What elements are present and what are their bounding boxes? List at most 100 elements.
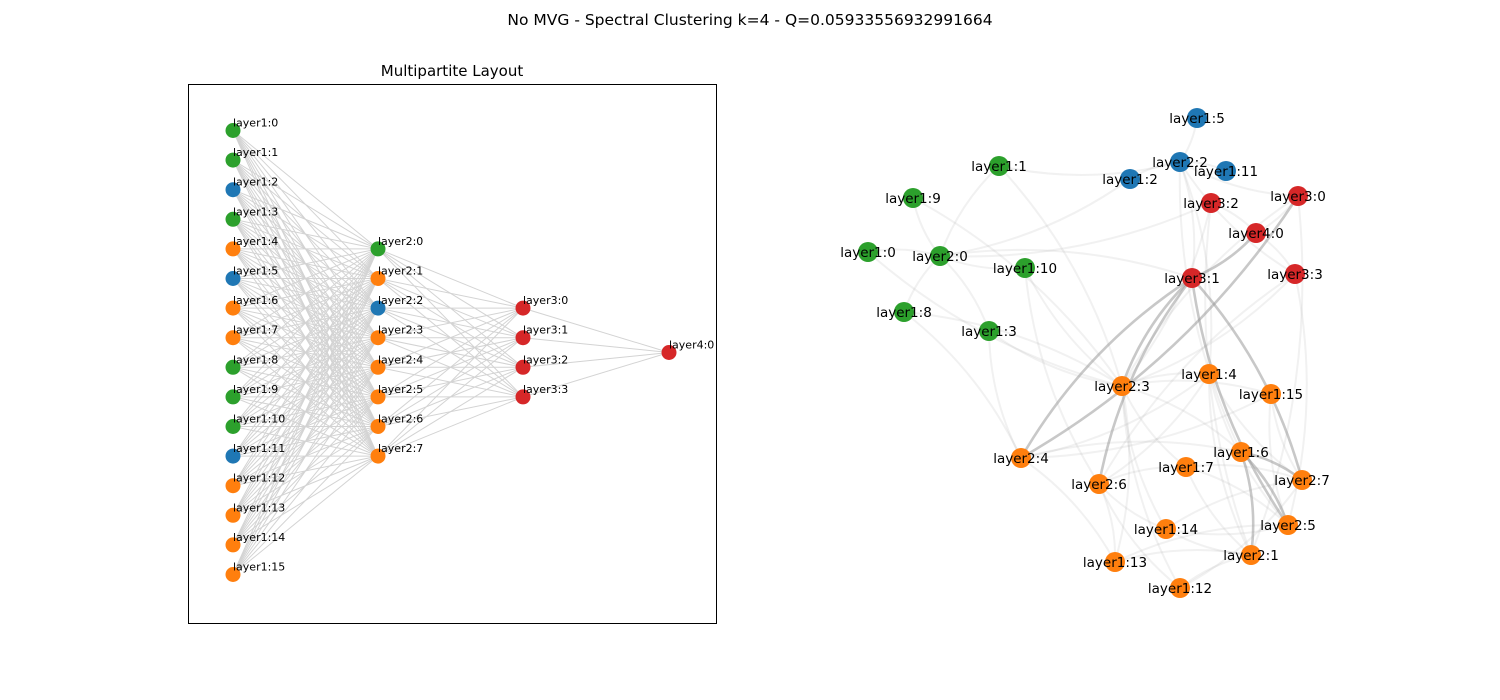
edge-layer1-13-layer2-0 [232,248,379,516]
node-layer1-8 [225,359,241,375]
edge-layer1-1-layer2-0 [232,159,379,250]
spring-edge-layer1-3-layer2-3 [988,330,1123,387]
node-layer1-7 [225,330,241,346]
spring-edge-layer1-7-layer2-5 [1185,466,1289,526]
edge-layer2-5-layer3-0 [377,307,524,398]
spring-node-label-layer4-0: layer4:0 [1228,226,1284,242]
node-layer2-4 [370,359,386,375]
node-label-layer2-4: layer2:4 [378,353,423,366]
spring-edge-layer1-14-layer2-5 [1165,524,1289,536]
spring-node-label-layer1-2: layer1:2 [1102,172,1158,188]
spring-edge-layer1-15-layer2-5 [1268,393,1289,526]
spring-edge-layer1-13-layer2-5 [1114,523,1289,563]
multipartite-labels: layer1:0 layer1:1 layer1:2 layer1:3 layer1:4… [233,117,714,574]
edge-layer1-3-layer2-0 [232,218,379,250]
spring-node-layer2-5 [1278,515,1298,535]
node-layer2-2 [370,300,386,316]
node-layer1-12 [225,478,241,494]
node-label-layer1-6: layer1:6 [233,294,278,307]
spring-edge-layer2-5-layer3-1 [1190,276,1290,527]
node-layer1-5 [225,271,241,286]
spring-edge-layer2-6-layer3-1 [1097,276,1194,486]
spring-node-label-layer2-6: layer2:6 [1071,477,1127,493]
edge-layer2-7-layer3-2 [377,366,524,457]
edge-layer2-1-layer3-0 [377,278,524,309]
node-label-layer1-1: layer1:1 [233,146,278,159]
spring-node-label-layer1-15: layer1:15 [1239,387,1303,403]
spring-node-layer2-2 [1170,152,1190,172]
edge-layer1-15-layer2-5 [232,396,379,575]
node-label-layer2-0: layer2:0 [378,235,423,248]
spring-node-layer2-1 [1241,545,1261,565]
node-layer1-2 [225,182,241,198]
node-layer1-0 [225,123,241,138]
edge-layer1-2-layer2-0 [232,189,379,250]
multipartite-frame [188,84,717,624]
spring-edge-layer1-7-layer2-1 [1185,466,1252,556]
spring-edge-layer1-10-layer2-6 [1024,267,1100,485]
spring-node-layer1-7 [1176,457,1196,477]
node-label-layer1-10: layer1:10 [233,413,285,426]
spring-edge-layer1-4-layer2-1 [1207,373,1252,556]
spring-node-layer1-15 [1261,384,1281,404]
spring-node-layer2-4 [1011,448,1031,468]
spring-node-label-layer1-13: layer1:13 [1083,555,1147,571]
edge-layer1-12-layer2-0 [232,248,379,486]
spring-edge-layer2-4-layer3-0 [1019,194,1300,460]
spring-node-layer1-3 [979,321,999,341]
edge-layer3-1-layer4-0 [522,337,670,353]
node-label-layer1-8: layer1:8 [233,353,278,366]
edge-layer1-15-layer2-7 [232,455,379,575]
node-label-layer1-3: layer1:3 [233,205,278,218]
spring-edge-layer1-6-layer2-4 [1020,440,1242,459]
edge-layer1-0-layer2-0 [232,130,379,250]
multipartite-panel: Multipartite Layout layer1:0layer1:1laye… [188,62,717,624]
spring-edge-layer1-12-layer2-7 [1179,479,1303,589]
spring-edge-layer1-13-layer2-4 [1020,457,1116,563]
spring-edge-layer1-10-layer2-3 [1024,267,1123,387]
node-label-layer1-15: layer1:15 [233,561,285,574]
edge-layer2-0-layer3-0 [377,248,524,309]
spring-edge-layer2-2-layer3-0 [1179,161,1299,197]
edge-layer2-7-layer3-0 [377,307,524,457]
node-layer3-3 [515,389,531,405]
node-label-layer2-2: layer2:2 [378,294,423,307]
spring-node-layer1-10 [1015,258,1035,278]
spring-node-label-layer1-4: layer1:4 [1181,367,1237,383]
edge-layer2-7-layer3-1 [377,337,524,457]
edge-layer2-4-layer3-0 [377,307,524,368]
spring-edge-layer1-14-layer2-3 [1121,385,1167,530]
spring-node-label-layer1-0: layer1:0 [840,245,896,261]
spring-edge-layer2-0-layer3-1 [939,248,1193,279]
node-label-layer1-11: layer1:11 [233,442,285,455]
spring-node-layer1-5 [1187,108,1207,128]
spring-node-label-layer3-2: layer3:2 [1183,196,1239,212]
node-label-layer2-1: layer2:1 [378,265,423,278]
spring-edge-layer2-4-layer3-1 [1019,276,1194,460]
edge-layer1-15-layer2-6 [232,426,379,575]
spring-node-label-layer1-8: layer1:8 [876,305,932,321]
spring-edge-layer2-6-layer3-3 [1098,273,1296,485]
spring-node-label-layer2-3: layer2:3 [1094,379,1150,395]
spring-node-label-layer3-1: layer3:1 [1164,271,1220,287]
spring-node-label-layer1-1: layer1:1 [971,159,1027,175]
spring-edge-layer2-0-layer3-2 [939,202,1212,258]
node-label-layer2-5: layer2:5 [378,383,423,396]
spring-nodes [858,108,1312,598]
spring-edge-layer2-2-layer3-3 [1179,161,1296,275]
spring-edge-layer1-13-layer2-1 [1114,548,1252,563]
node-layer1-4 [225,241,241,257]
spring-edge-layer1-12-layer2-3 [1121,385,1181,589]
node-layer4-0 [661,345,677,360]
edge-layer3-3-layer4-0 [522,352,670,398]
spring-node-layer2-3 [1112,376,1132,396]
spring-node-layer3-3 [1285,264,1305,284]
spring-edge-layer1-4-layer2-2 [1179,161,1213,375]
spring-edge-layer2-3-layer3-3 [1121,273,1296,387]
multipartite-nodes [225,123,677,582]
spring-node-label-layer1-5: layer1:5 [1169,111,1225,127]
spring-edge-layer2-5-layer3-3 [1287,273,1308,526]
